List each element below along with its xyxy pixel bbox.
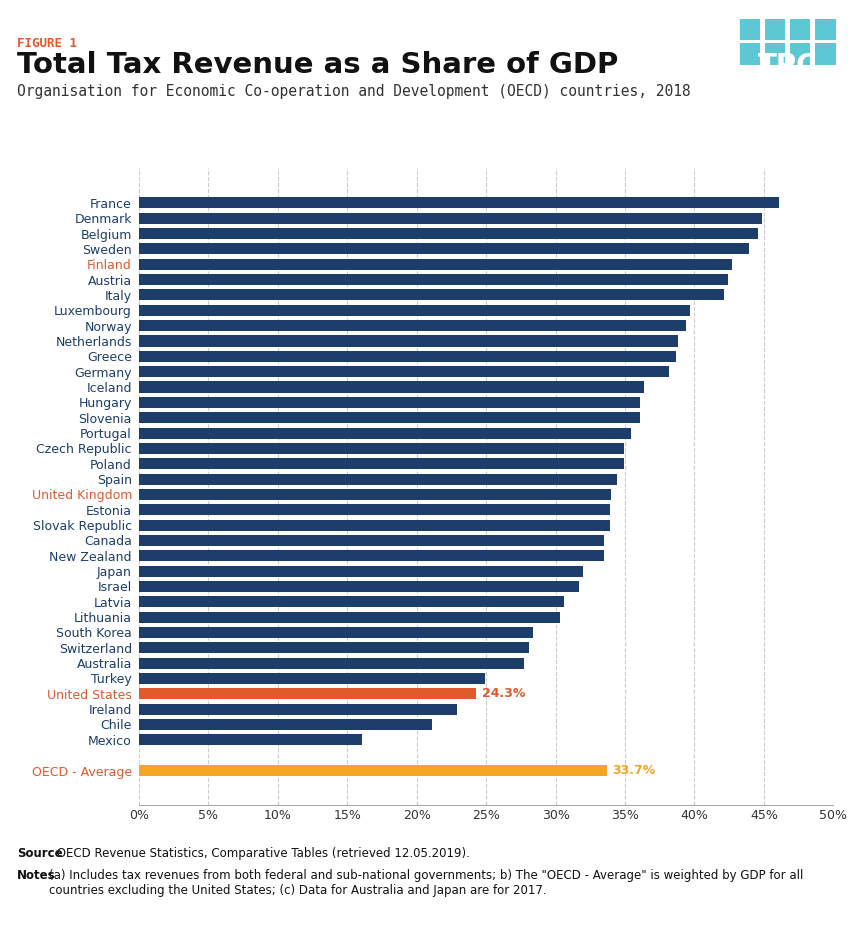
Text: Organisation for Economic Co-operation and Development (OECD) countries, 2018: Organisation for Economic Co-operation a… — [17, 84, 691, 99]
Bar — [139, 489, 611, 500]
Bar — [139, 673, 484, 684]
Bar — [765, 19, 786, 40]
Bar — [740, 19, 760, 40]
Bar — [139, 274, 727, 285]
Bar — [139, 550, 604, 562]
Text: TPC: TPC — [758, 52, 818, 80]
Bar — [139, 688, 477, 699]
Bar — [139, 581, 579, 592]
Bar — [139, 412, 641, 423]
Bar — [139, 627, 533, 638]
Bar — [139, 719, 432, 730]
Bar — [139, 505, 609, 515]
Bar — [139, 459, 623, 469]
Bar — [139, 397, 641, 408]
Bar — [139, 596, 564, 607]
Text: (a) Includes tax revenues from both federal and sub-national governments; b) The: (a) Includes tax revenues from both fede… — [49, 869, 803, 897]
Bar — [790, 19, 811, 40]
Bar — [139, 474, 616, 485]
Bar — [139, 765, 607, 776]
Bar — [765, 43, 786, 65]
Bar — [815, 19, 836, 40]
Text: Total Tax Revenue as a Share of GDP: Total Tax Revenue as a Share of GDP — [17, 51, 619, 80]
Bar — [139, 258, 732, 270]
Bar — [139, 658, 523, 668]
Bar — [815, 43, 836, 65]
Bar — [139, 335, 678, 346]
Bar — [139, 704, 457, 715]
Bar — [139, 320, 686, 331]
Bar — [139, 642, 529, 653]
Text: FIGURE 1: FIGURE 1 — [17, 37, 77, 51]
Bar — [139, 735, 363, 745]
Bar — [139, 243, 748, 255]
Text: : OECD Revenue Statistics, Comparative Tables (retrieved 12.05.2019).: : OECD Revenue Statistics, Comparative T… — [49, 847, 470, 860]
Bar — [139, 366, 669, 377]
Bar — [790, 43, 811, 65]
Text: Source: Source — [17, 847, 63, 860]
Bar — [139, 382, 644, 392]
Bar — [139, 289, 724, 300]
Bar — [139, 428, 630, 439]
Bar — [139, 443, 623, 454]
Bar — [139, 565, 583, 577]
Bar — [139, 305, 690, 315]
Bar — [740, 43, 760, 65]
Bar — [139, 534, 604, 546]
Bar — [139, 212, 762, 224]
Bar — [139, 228, 759, 239]
Bar — [139, 351, 676, 362]
Bar — [139, 611, 560, 622]
Bar — [139, 519, 609, 531]
Bar — [139, 197, 779, 209]
Text: 24.3%: 24.3% — [482, 687, 525, 700]
Text: Notes: Notes — [17, 869, 56, 882]
Text: 33.7%: 33.7% — [613, 764, 655, 777]
